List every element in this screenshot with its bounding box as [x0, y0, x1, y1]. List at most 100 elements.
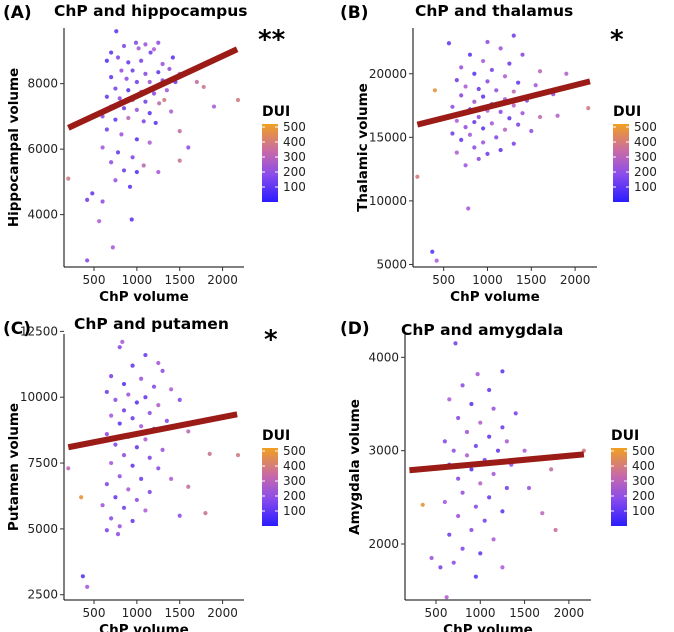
- data-point: [464, 453, 470, 458]
- data-point: [500, 565, 505, 570]
- data-point: [442, 439, 447, 444]
- chart-title: ChP and putamen: [74, 315, 229, 333]
- data-point: [459, 65, 464, 70]
- legend-tick-label: 300: [283, 474, 306, 488]
- x-tick-label: 2000: [554, 606, 585, 620]
- data-point: [156, 403, 161, 408]
- panel-label: (A): [3, 3, 32, 23]
- data-point: [151, 91, 157, 96]
- y-tick-label: 8000: [27, 77, 58, 91]
- data-point: [454, 78, 459, 83]
- data-point: [478, 420, 483, 425]
- data-point: [438, 565, 443, 570]
- data-point: [126, 88, 131, 93]
- data-point: [511, 103, 516, 108]
- legend-tick-label: 400: [632, 459, 655, 473]
- data-point: [113, 397, 118, 402]
- legend-tick-label: 200: [283, 489, 306, 503]
- data-point: [85, 197, 90, 202]
- x-tick-label: 1500: [509, 606, 540, 620]
- data-point: [476, 114, 481, 120]
- data-point: [117, 474, 122, 479]
- data-point: [533, 83, 538, 88]
- data-point: [203, 510, 208, 516]
- chart-title: ChP and thalamus: [415, 2, 573, 20]
- data-point: [130, 155, 135, 160]
- legend-tick-label: 500: [283, 120, 306, 134]
- data-point: [478, 551, 483, 556]
- x-tick-label: 1000: [472, 273, 503, 287]
- y-tick-label: 15000: [369, 130, 407, 144]
- legend-tick-label: 500: [283, 444, 306, 458]
- legend-tick-label: 400: [283, 135, 306, 149]
- data-point: [235, 97, 241, 103]
- data-point: [491, 537, 496, 542]
- data-point: [134, 400, 139, 405]
- data-point: [151, 47, 157, 52]
- chart-title: ChP and hippocampus: [54, 2, 248, 20]
- data-point: [109, 516, 114, 521]
- data-point: [504, 485, 509, 491]
- data-point: [121, 168, 127, 173]
- legend-colorbar: [613, 124, 629, 202]
- data-point: [109, 50, 114, 55]
- data-point: [480, 140, 486, 145]
- data-point: [113, 178, 118, 183]
- data-point: [113, 117, 118, 122]
- data-point: [143, 437, 148, 442]
- data-point: [157, 101, 162, 106]
- data-point: [156, 70, 161, 75]
- legend-tick-label: 200: [634, 165, 657, 179]
- data-point: [113, 495, 118, 500]
- x-tick-label: 500: [83, 273, 106, 287]
- significance-marker: **: [258, 25, 286, 55]
- panel-4: (D) ChP and amygdala 500 1000 1500 2000 2000 30…: [340, 319, 655, 632]
- data-point: [487, 434, 492, 439]
- data-point: [476, 86, 481, 92]
- data-point: [104, 389, 109, 395]
- data-point: [485, 39, 490, 45]
- legend-tick-label: 200: [283, 165, 306, 179]
- data-point: [494, 135, 499, 140]
- legend-colorbar: [262, 124, 278, 202]
- data-point: [117, 524, 122, 529]
- data-point: [555, 113, 560, 118]
- data-point: [480, 58, 486, 64]
- data-point: [453, 341, 458, 346]
- data-point: [500, 369, 505, 374]
- data-point: [460, 490, 465, 495]
- data-point: [186, 429, 191, 434]
- data-point: [139, 58, 144, 63]
- data-point: [66, 466, 71, 471]
- data-point: [186, 484, 191, 489]
- data-point: [169, 109, 174, 114]
- data-point: [151, 384, 157, 389]
- data-point: [104, 482, 109, 487]
- regression-line: [409, 451, 585, 474]
- data-point: [450, 104, 455, 109]
- data-point: [442, 499, 447, 505]
- data-point: [160, 368, 165, 373]
- data-point: [170, 55, 175, 60]
- data-point: [454, 150, 459, 155]
- legend-tick-label: 400: [283, 459, 306, 473]
- data-point: [130, 463, 135, 468]
- legend-tick-label: 200: [632, 489, 655, 503]
- data-point: [143, 99, 148, 104]
- data-point: [450, 131, 455, 136]
- data-point: [516, 80, 521, 85]
- data-point: [134, 107, 139, 112]
- data-point: [451, 560, 456, 565]
- data-point: [143, 395, 148, 400]
- data-point: [415, 174, 420, 179]
- regression-line: [416, 78, 591, 128]
- data-point: [586, 105, 591, 111]
- data-point: [80, 574, 85, 579]
- panel-label: (B): [340, 3, 369, 23]
- data-point: [434, 258, 439, 263]
- x-axis-title: ChP volume: [450, 289, 540, 305]
- data-point: [454, 118, 459, 123]
- data-point: [467, 132, 473, 137]
- y-tick-label: 10000: [369, 194, 407, 208]
